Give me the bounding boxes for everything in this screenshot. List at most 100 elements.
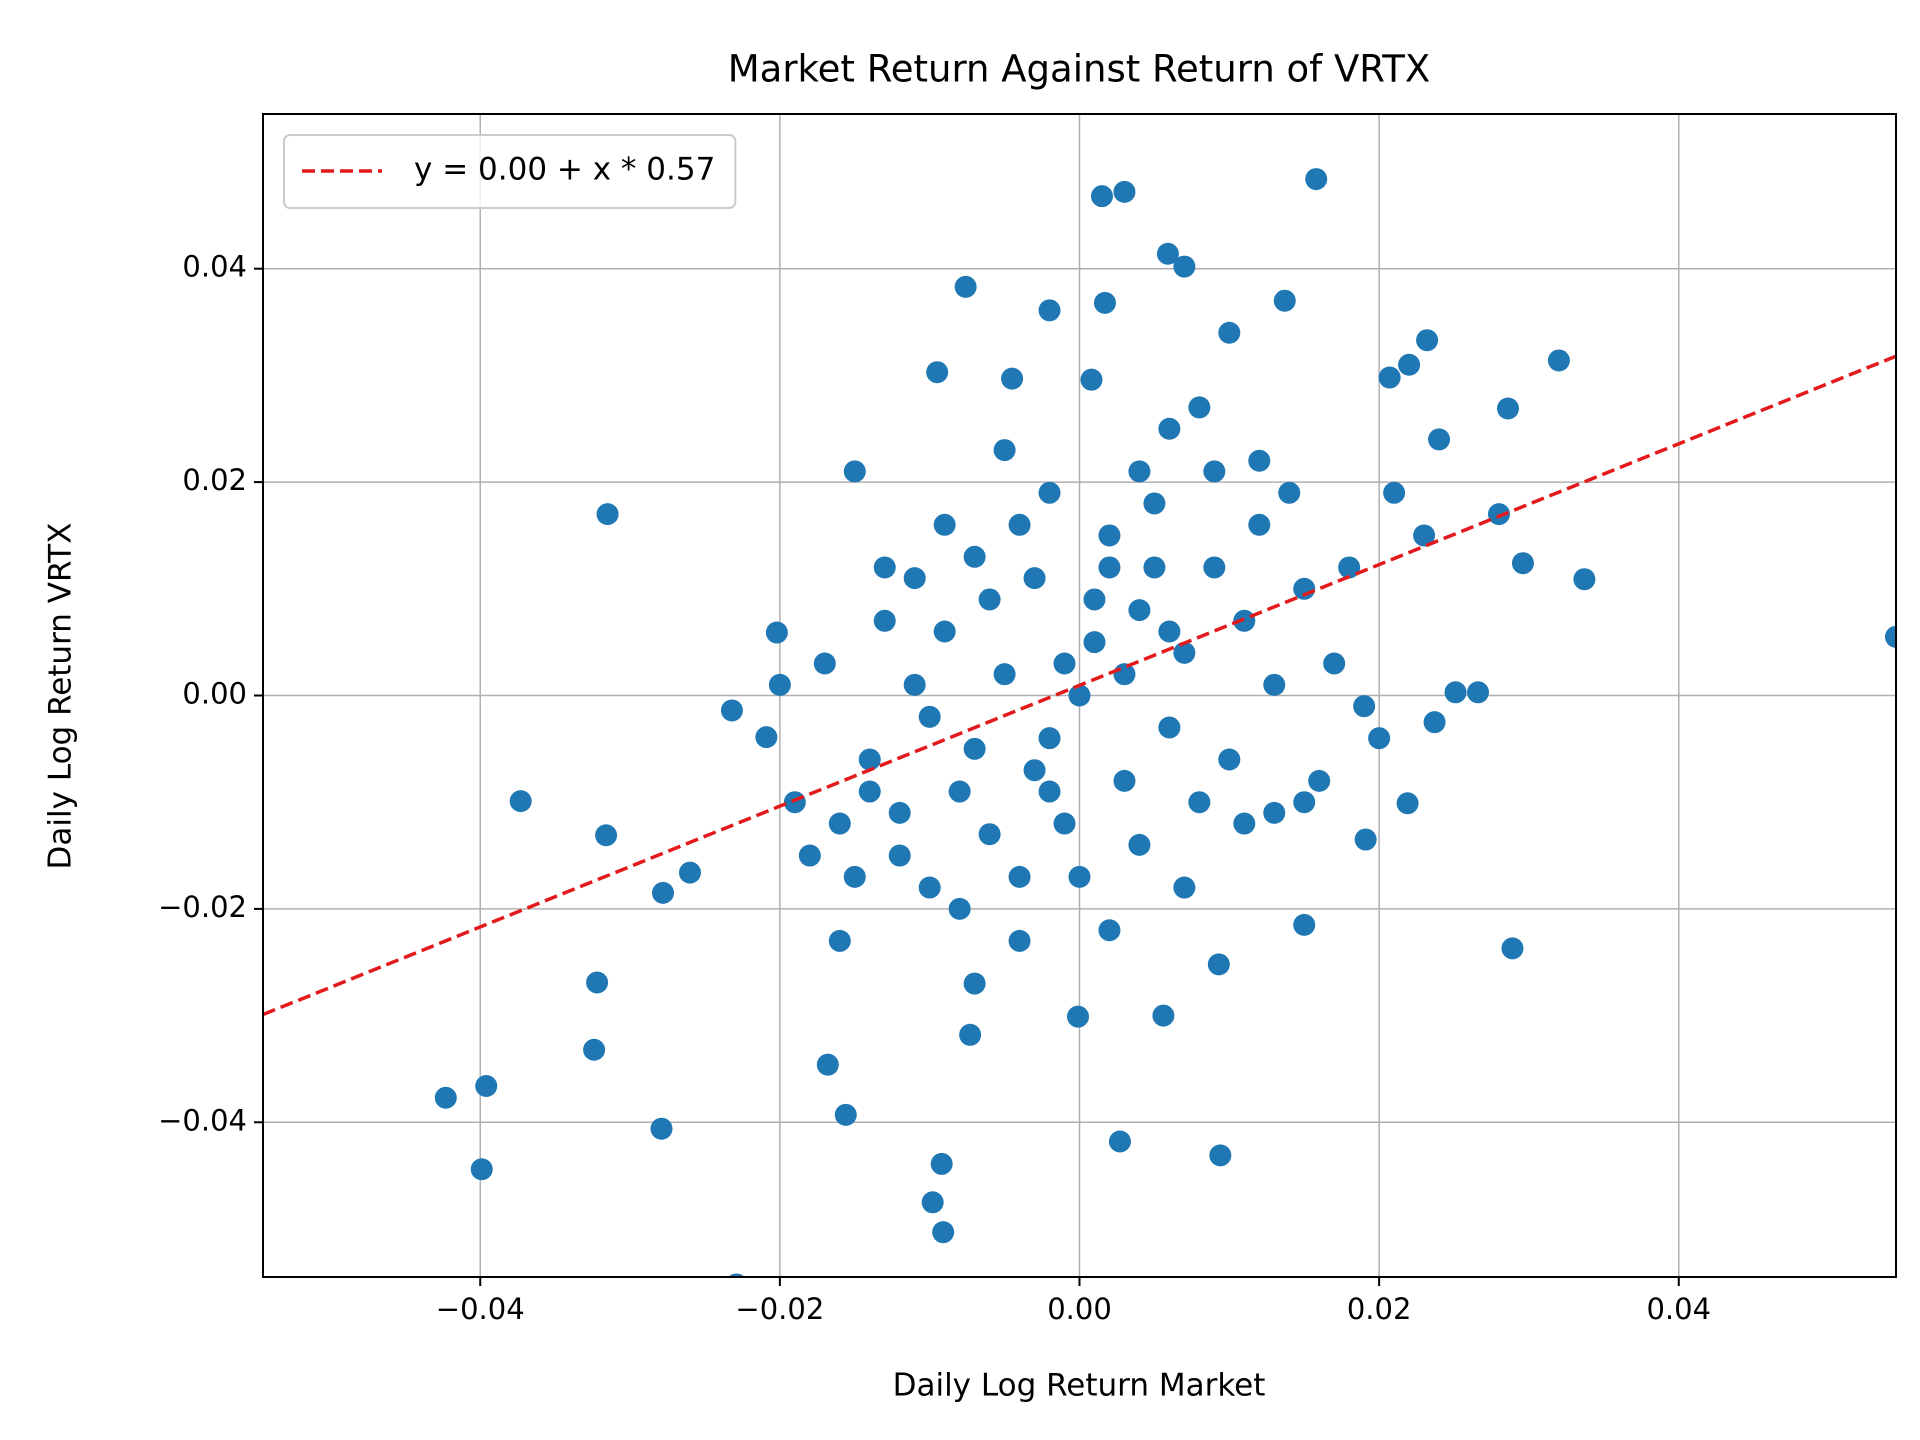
scatter-point [1008, 513, 1031, 536]
scatter-point [1203, 460, 1226, 483]
scatter-point [933, 620, 956, 643]
x-axis-label: Daily Log Return Market [893, 1368, 1266, 1404]
legend-label: y = 0.00 + x * 0.57 [414, 152, 715, 188]
scatter-point [1396, 792, 1419, 815]
scatter-point [1428, 428, 1451, 451]
scatter-point [1083, 631, 1106, 654]
x-tick-label: 0.04 [1646, 1292, 1711, 1326]
scatter-point [1573, 568, 1596, 591]
scatter-point [1209, 1144, 1232, 1167]
y-tick-label: 0.00 [182, 677, 247, 711]
scatter-point [888, 801, 911, 824]
scatter-point [903, 673, 926, 696]
scatter-point [1188, 791, 1211, 814]
scatter-point [720, 699, 743, 722]
scatter-point [768, 673, 791, 696]
plot-frame [262, 113, 1897, 1278]
scatter-point [1444, 681, 1467, 704]
y-tick-label: 0.04 [182, 250, 247, 284]
scatter-point [596, 503, 619, 526]
scatter-point [1152, 1004, 1175, 1027]
scatter-point [1308, 769, 1331, 792]
scatter-point [1353, 695, 1376, 718]
scatter-point [1001, 367, 1024, 390]
scatter-point [1038, 780, 1061, 803]
scatter-point [888, 844, 911, 867]
scatter-point [918, 705, 941, 728]
scatter-point [1068, 684, 1091, 707]
scatter-point [1128, 599, 1151, 622]
scatter-point [1143, 556, 1166, 579]
scatter-point [475, 1075, 498, 1098]
scatter-point [1173, 641, 1196, 664]
scatter-point [1053, 652, 1076, 675]
scatter-point [834, 1103, 857, 1126]
scatter-point [1068, 865, 1091, 888]
legend: y = 0.00 + x * 0.57 [283, 134, 737, 209]
scatter-point [783, 791, 806, 814]
scatter-point [873, 609, 896, 632]
scatter-point [993, 663, 1016, 686]
scatter-point [1263, 673, 1286, 696]
scatter-point [954, 275, 977, 298]
scatter-point [873, 556, 896, 579]
scatter-point [1496, 397, 1519, 420]
scatter-point [798, 844, 821, 867]
scatter-point [1108, 1130, 1131, 1153]
scatter-point [1023, 567, 1046, 590]
scatter-point [765, 621, 788, 644]
scatter-point [1067, 1005, 1090, 1028]
scatter-point [1305, 168, 1328, 191]
scatter-point [678, 861, 701, 884]
x-tick-label: −0.04 [436, 1292, 525, 1326]
scatter-point [1143, 492, 1166, 515]
regression-line [263, 354, 1896, 1017]
scatter-point [1233, 812, 1256, 835]
scatter-point [1038, 481, 1061, 504]
scatter-point [1368, 727, 1391, 750]
scatter-point [978, 823, 1001, 846]
scatter-point [930, 1152, 953, 1175]
scatter-point [1203, 556, 1226, 579]
scatter-point [1008, 865, 1031, 888]
scatter-point [1008, 929, 1031, 952]
scatter-point [1378, 366, 1401, 389]
y-tick-label: −0.04 [158, 1103, 247, 1137]
chart-title: Market Return Against Return of VRTX [728, 48, 1430, 91]
scatter-point [1338, 556, 1361, 579]
legend-box [283, 134, 737, 209]
scatter-point [1511, 552, 1534, 575]
scatter-point [1156, 242, 1179, 265]
scatter-point [1218, 748, 1241, 771]
scatter-point [1090, 185, 1113, 208]
scatter-point [903, 567, 926, 590]
scatter-point [1354, 828, 1377, 851]
scatter-point [1188, 396, 1211, 419]
scatter-point [1080, 368, 1103, 391]
scatter-point [918, 876, 941, 899]
scatter-point [1098, 919, 1121, 942]
scatter-point [595, 824, 618, 847]
scatter-point [816, 1053, 839, 1076]
scatter-point [1128, 833, 1151, 856]
scatter-point [963, 737, 986, 760]
scatter-point [1278, 481, 1301, 504]
scatter-point [1248, 513, 1271, 536]
scatter-point [434, 1086, 457, 1109]
scatter-point [1248, 449, 1271, 472]
scatter-point [993, 439, 1016, 462]
scatter-point [1547, 349, 1570, 372]
scatter-point [959, 1023, 982, 1046]
scatter-point [978, 588, 1001, 611]
x-tick-label: −0.02 [735, 1292, 824, 1326]
scatter-point [1173, 876, 1196, 899]
scatter-point [586, 971, 609, 994]
scatter-point [1501, 937, 1524, 960]
scatter-point [1207, 953, 1230, 976]
y-tick-label: −0.02 [158, 890, 247, 924]
y-axis-label: Daily Log Return VRTX [43, 523, 79, 870]
scatter-point [932, 1221, 955, 1244]
scatter-point [1416, 329, 1439, 352]
scatter-point [926, 361, 949, 384]
scatter-point [1413, 524, 1436, 547]
